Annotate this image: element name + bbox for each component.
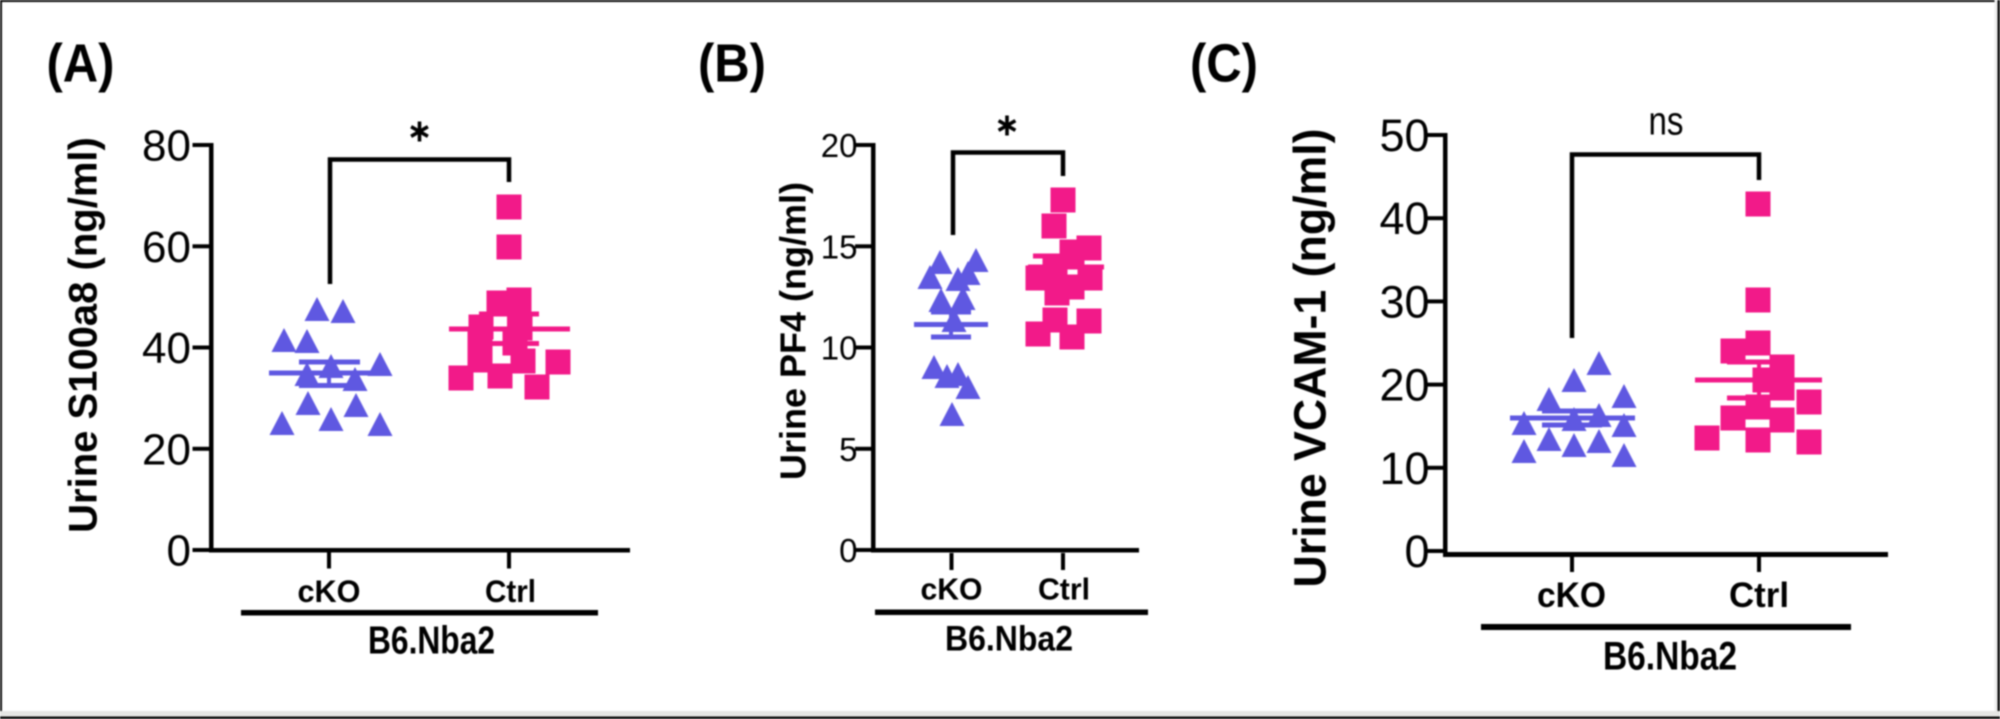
svg-text:Ctrl: Ctrl: [485, 573, 536, 609]
svg-text:Urine PF4 (ng/ml): Urine PF4 (ng/ml): [773, 182, 814, 480]
svg-text:Urine S100a8 (ng/ml): Urine S100a8 (ng/ml): [62, 137, 106, 533]
svg-text:40: 40: [142, 324, 191, 373]
svg-text:5: 5: [839, 431, 857, 468]
svg-text:80: 80: [142, 122, 191, 171]
svg-text:0: 0: [1404, 526, 1429, 577]
svg-text:Urine VCAM-1 (ng/ml): Urine VCAM-1 (ng/ml): [1285, 129, 1336, 588]
svg-text:(B): (B): [698, 34, 766, 94]
svg-text:B6.Nba2: B6.Nba2: [945, 620, 1073, 659]
svg-text:30: 30: [1379, 276, 1429, 327]
svg-text:50: 50: [1379, 110, 1429, 161]
svg-text:0: 0: [167, 527, 191, 576]
svg-text:10: 10: [1379, 443, 1429, 494]
svg-text:20: 20: [1379, 360, 1429, 411]
svg-text:60: 60: [142, 223, 191, 272]
svg-text:10: 10: [821, 330, 858, 367]
svg-text:B6.Nba2: B6.Nba2: [1603, 635, 1737, 679]
svg-text:40: 40: [1379, 193, 1429, 244]
svg-text:20: 20: [142, 425, 191, 474]
svg-text:Ctrl: Ctrl: [1038, 572, 1090, 607]
svg-text:B6.Nba2: B6.Nba2: [368, 620, 495, 663]
svg-text:0: 0: [839, 532, 857, 569]
svg-text:20: 20: [821, 127, 858, 164]
svg-text:(C): (C): [1190, 34, 1258, 94]
svg-text:15: 15: [821, 228, 858, 265]
svg-text:Ctrl: Ctrl: [1729, 575, 1789, 615]
svg-text:ns: ns: [1649, 100, 1684, 144]
svg-text:cKO: cKO: [1537, 575, 1606, 615]
svg-text:cKO: cKO: [921, 572, 983, 607]
svg-text:cKO: cKO: [298, 573, 361, 609]
svg-text:(A): (A): [47, 34, 115, 94]
